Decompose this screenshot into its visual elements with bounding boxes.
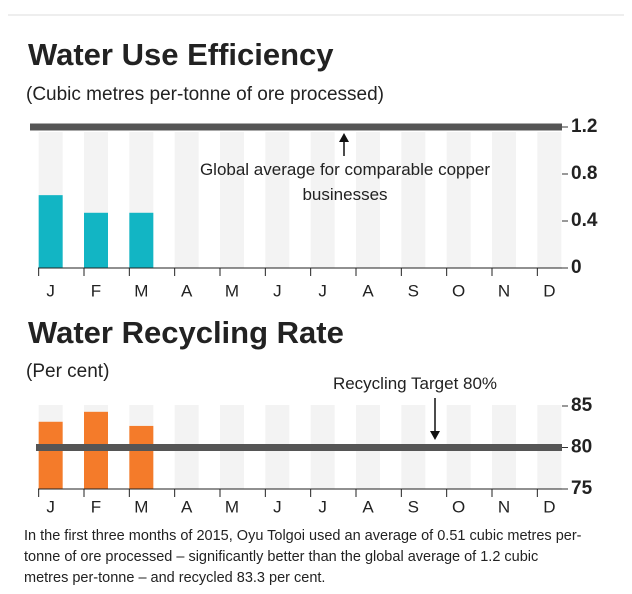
y-tick-label: 0.8: [571, 163, 597, 184]
x-tick-label: J: [273, 281, 282, 300]
y-tick-label: 1.2: [571, 116, 597, 137]
chart-subtitle: (Per cent): [26, 361, 109, 382]
column-stripe: [537, 132, 562, 268]
annotation: Global average for comparable copper bus…: [199, 160, 491, 204]
column-stripe: [401, 132, 426, 268]
bar: [129, 212, 154, 268]
x-tick-label: M: [225, 281, 239, 300]
x-tick-label: O: [452, 281, 465, 300]
column-stripe: [492, 132, 516, 268]
column-stripe: [356, 132, 380, 268]
footnote: In the first three months of 2015, Oyu T…: [24, 528, 582, 586]
column-stripe: [220, 132, 244, 268]
bar: [84, 212, 108, 268]
x-tick-label: S: [408, 281, 419, 300]
arrow-head: [339, 133, 349, 142]
x-tick-label: J: [318, 497, 327, 516]
x-tick-label: M: [134, 497, 148, 516]
x-tick-label: A: [362, 281, 374, 300]
x-tick-label: F: [91, 497, 101, 516]
x-tick-label: J: [46, 497, 55, 516]
x-tick-label: J: [318, 281, 327, 300]
y-tick-label: 0.4: [571, 210, 598, 231]
arrow-head: [430, 431, 440, 440]
x-tick-label: D: [543, 281, 555, 300]
x-tick-label: J: [273, 497, 282, 516]
x-tick-label: M: [134, 281, 148, 300]
column-stripe: [174, 132, 199, 268]
chart-title: Water Recycling Rate: [28, 315, 344, 350]
y-tick-label: 0: [571, 257, 582, 278]
chart-title: Water Use Efficiency: [28, 37, 334, 72]
x-tick-label: F: [91, 281, 101, 300]
bar: [38, 195, 63, 268]
x-tick-label: D: [543, 497, 555, 516]
x-tick-label: N: [498, 497, 510, 516]
y-tick-label: 85: [571, 395, 593, 416]
x-tick-label: S: [408, 497, 419, 516]
column-stripe: [446, 132, 471, 268]
x-tick-label: A: [181, 497, 193, 516]
x-tick-label: J: [46, 281, 55, 300]
x-tick-label: A: [181, 281, 193, 300]
annotation: Recycling Target 80%: [332, 374, 498, 393]
x-tick-label: O: [452, 497, 465, 516]
bar: [129, 425, 154, 489]
x-tick-label: M: [225, 497, 239, 516]
y-tick-label: 75: [571, 478, 593, 499]
column-stripe: [265, 132, 290, 268]
column-stripe: [310, 132, 335, 268]
y-tick-label: 80: [571, 437, 592, 458]
chart-subtitle: (Cubic metres per-tonne of ore processed…: [26, 84, 384, 105]
x-tick-label: N: [498, 281, 510, 300]
top-rule: [8, 14, 624, 16]
bar: [38, 421, 63, 489]
x-tick-label: A: [362, 497, 374, 516]
